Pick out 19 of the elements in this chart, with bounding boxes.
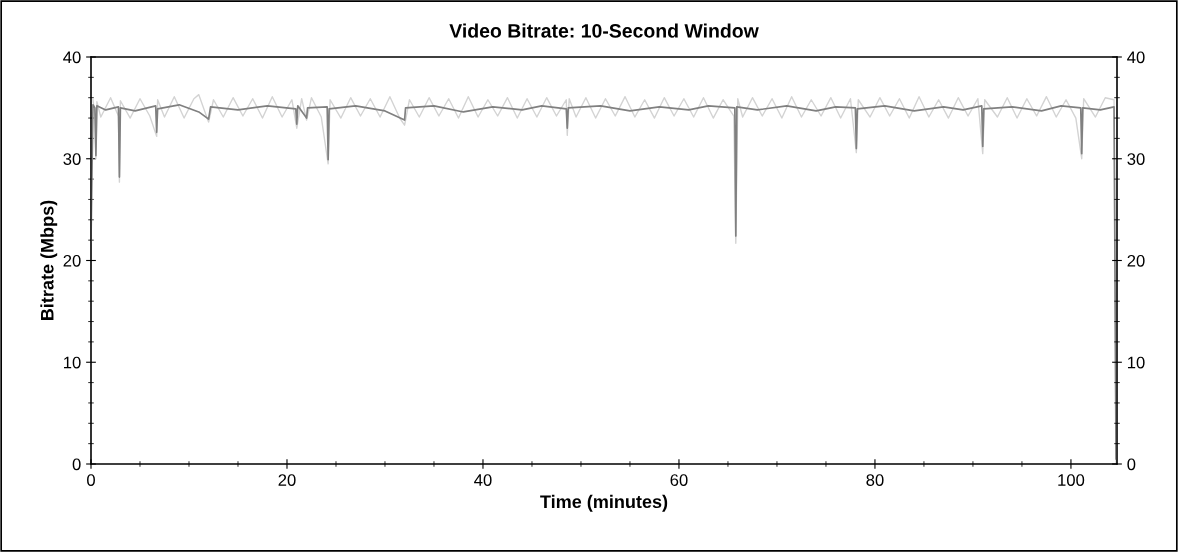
- y2-tick-label: 30: [1127, 153, 1145, 165]
- x-axis-title: Time (minutes): [540, 494, 668, 512]
- y-axis-title: Bitrate (Mbps): [40, 200, 58, 320]
- x-tick-label: 0: [87, 474, 95, 486]
- x-tick-label: 100: [1058, 474, 1085, 486]
- x-tick-label: 20: [278, 474, 296, 486]
- y-tick-label: 0: [72, 458, 81, 471]
- x-tick-label: 40: [474, 474, 492, 486]
- y2-tick-label: 0: [1127, 458, 1136, 471]
- y2-tick-label: 40: [1127, 51, 1145, 64]
- y2-tick-label: 10: [1127, 356, 1145, 369]
- y-tick-label: 10: [64, 356, 81, 369]
- x-tick-label: 60: [670, 474, 688, 486]
- y2-tick-label: 20: [1127, 254, 1145, 267]
- x-tick-label: 80: [866, 474, 884, 486]
- chart-title: Video Bitrate: 10-Second Window: [449, 23, 759, 38]
- y-tick-label: 20: [63, 254, 81, 267]
- y-tick-label: 30: [63, 153, 81, 165]
- y-tick-label: 40: [63, 51, 81, 64]
